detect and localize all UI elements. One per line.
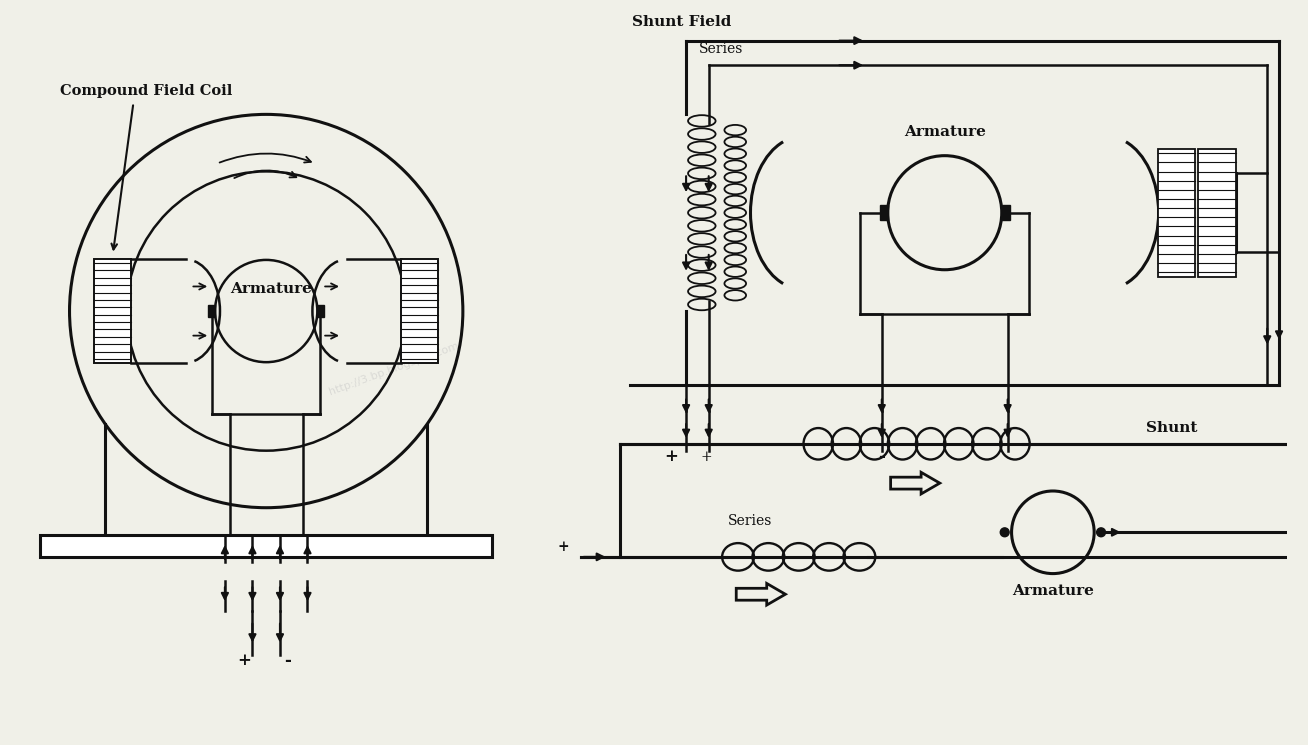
Text: http://3.bp.blogspot.com: http://3.bp.blogspot.com — [328, 340, 460, 396]
Text: Shunt Field: Shunt Field — [632, 15, 731, 29]
Text: Series: Series — [698, 42, 743, 57]
Text: Armature: Armature — [230, 282, 313, 297]
Text: Shunt: Shunt — [1146, 421, 1198, 435]
Bar — [94, 259, 132, 363]
Text: Armature: Armature — [1012, 584, 1093, 598]
Bar — [1198, 149, 1236, 276]
Bar — [208, 305, 215, 317]
Bar — [880, 206, 888, 220]
Text: -: - — [284, 652, 292, 669]
Bar — [1158, 149, 1196, 276]
Bar — [402, 259, 438, 363]
Circle shape — [1001, 528, 1008, 536]
Text: Armature: Armature — [904, 125, 986, 139]
Text: +: + — [664, 448, 679, 465]
Text: +: + — [557, 540, 569, 554]
Text: +: + — [701, 449, 713, 463]
Text: +: + — [238, 652, 251, 669]
Text: -: - — [879, 448, 886, 465]
Circle shape — [1096, 528, 1105, 536]
Bar — [1002, 206, 1010, 220]
Text: Compound Field Coil: Compound Field Coil — [60, 83, 232, 98]
Text: Series: Series — [729, 514, 773, 528]
Bar — [41, 535, 492, 557]
Bar — [318, 305, 324, 317]
